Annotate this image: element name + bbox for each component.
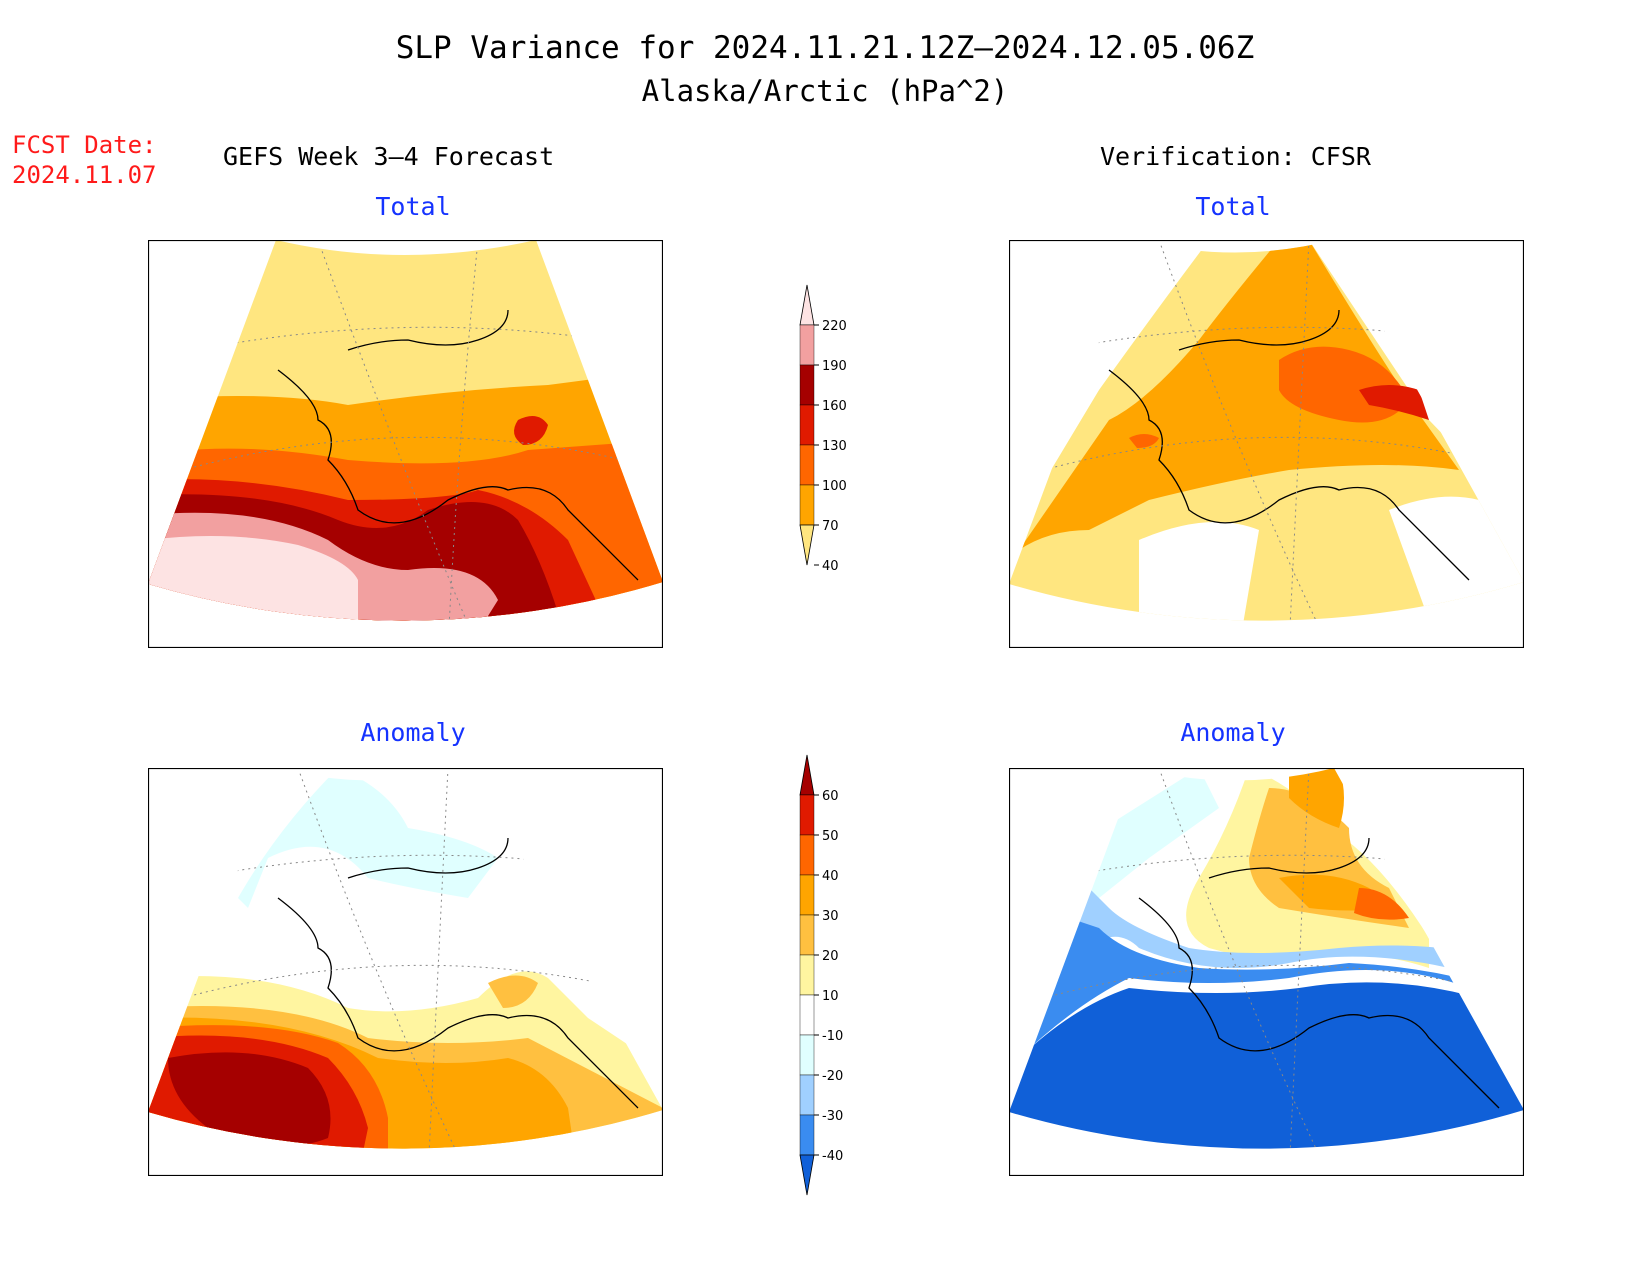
colorbar-tick-label: 70	[822, 519, 839, 534]
map-panel-verification-anomaly	[1009, 768, 1524, 1176]
fcst-date: 2024.11.07	[12, 161, 157, 189]
field-neg40	[1009, 982, 1524, 1149]
colorbar-total: 220 190 160 130 100 70 40	[799, 284, 847, 574]
map-panel-verification-total	[1009, 240, 1524, 648]
colorbar-swatch	[799, 794, 815, 836]
map-panel-forecast-anomaly	[148, 768, 663, 1176]
colorbar-swatch	[799, 324, 815, 366]
panel-title-br: Anomaly	[1180, 718, 1286, 747]
coastline	[1138, 837, 1500, 1109]
field-70-100	[1019, 240, 1459, 550]
coastline	[277, 309, 639, 581]
colorbar-swatch	[799, 284, 815, 326]
colorbar-swatch	[799, 1074, 815, 1116]
low-area	[1139, 522, 1259, 621]
figure-subtitle: Alaska/Arctic (hPa^2)	[641, 74, 1009, 108]
coastline	[277, 837, 639, 1109]
colorbar-swatch	[799, 1154, 815, 1196]
colorbar-swatch	[799, 404, 815, 446]
field-neg30-neg40	[1009, 918, 1524, 1068]
colorbar-anomaly: 60 50 40 30 20 10 -10 -20 -30 -40	[799, 754, 843, 1196]
colorbar-tick-label: 50	[822, 829, 839, 844]
colorbar-tick-label: 40	[822, 869, 839, 884]
colorbar-swatch	[799, 1114, 815, 1156]
colorbar-swatch	[799, 954, 815, 996]
field-130-160	[1359, 385, 1429, 420]
field-40-50	[1354, 888, 1409, 920]
colorbar-tick-label: 30	[822, 909, 839, 924]
figure-title: SLP Variance for 2024.11.21.12Z–2024.12.…	[395, 30, 1255, 66]
colorbar-swatch	[799, 524, 815, 566]
hotspot-20-30	[488, 975, 538, 1008]
colorbar-swatch	[799, 874, 815, 916]
fcst-label: FCST Date:	[12, 131, 157, 159]
colorbar-tick-label: -30	[822, 1109, 843, 1124]
right-column-header: Verification: CFSR	[1100, 142, 1371, 171]
colorbar-tick-label: 60	[822, 789, 839, 804]
colorbar-swatch	[799, 364, 815, 406]
colorbar-tick-label: -40	[822, 1149, 843, 1164]
field-100-130-b	[1129, 434, 1159, 448]
colorbar-tick-label: 220	[822, 319, 847, 334]
colorbar-tick-label: 190	[822, 359, 847, 374]
panel-title-tl: Total	[375, 192, 451, 221]
colorbar-swatch	[799, 444, 815, 486]
colorbar-swatch	[799, 914, 815, 956]
panel-title-tr: Total	[1195, 192, 1271, 221]
colorbar-tick-label: 130	[822, 439, 847, 454]
colorbar-tick-label: 20	[822, 949, 839, 964]
hotspot-130	[514, 416, 548, 445]
colorbar-swatch	[799, 994, 815, 1036]
colorbar-tick-label: -10	[822, 1029, 843, 1044]
colorbar-tick-label: 160	[822, 399, 847, 414]
colorbar-tick-label: 10	[822, 989, 839, 1004]
panel-title-bl: Anomaly	[360, 718, 466, 747]
colorbar-swatch	[799, 1034, 815, 1076]
field-neg10-neg20	[1009, 768, 1219, 1028]
colorbar-swatch	[799, 754, 815, 796]
colorbar-tick-label: -20	[822, 1069, 843, 1084]
colorbar-swatch	[799, 834, 815, 876]
colorbar-tick-label: 100	[822, 479, 847, 494]
left-column-header: GEFS Week 3–4 Forecast	[223, 142, 555, 171]
colorbar-tick-label: 40	[822, 559, 839, 574]
field-60	[168, 1052, 331, 1146]
field-neg20-neg30	[1009, 888, 1524, 1048]
map-panel-forecast-total	[148, 240, 663, 648]
field-30-40	[1279, 768, 1399, 911]
colorbar-swatch	[799, 484, 815, 526]
